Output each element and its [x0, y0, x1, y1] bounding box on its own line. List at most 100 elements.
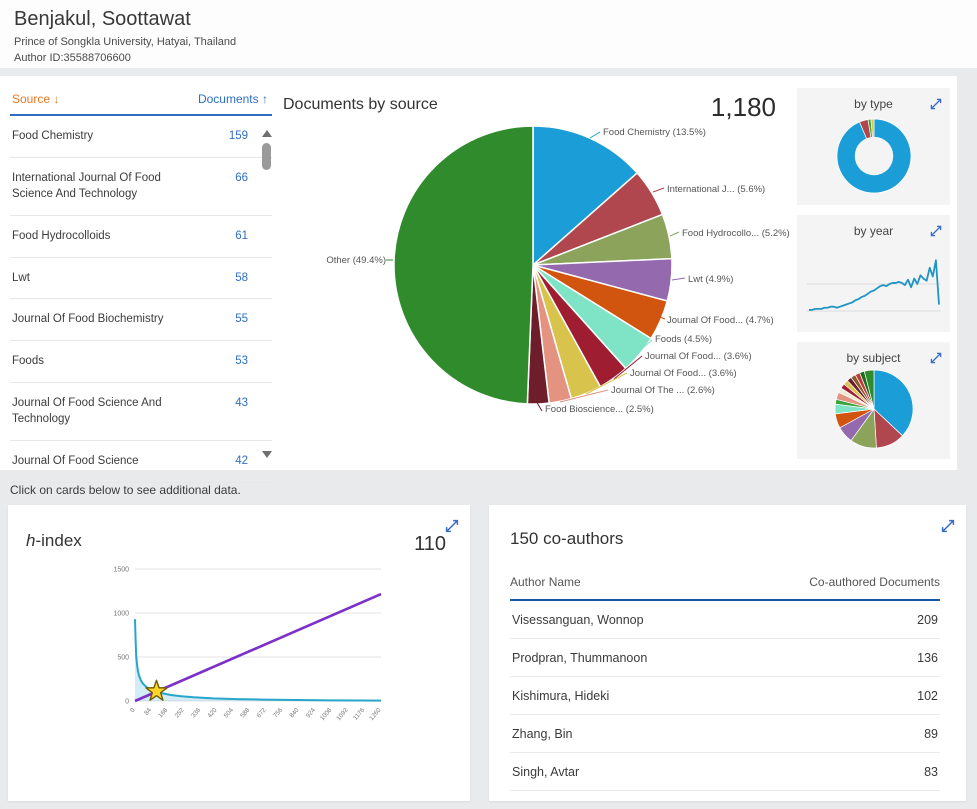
source-row: Lwt 58 [10, 258, 272, 300]
svg-text:672: 672 [256, 706, 268, 719]
column-coauthored-documents: Co-authored Documents [809, 575, 940, 589]
expand-icon[interactable] [941, 519, 955, 538]
svg-text:840: 840 [288, 706, 300, 719]
coauthor-row: Prodpran, Thummanoon 136 [510, 639, 940, 677]
by-year-title: by year [797, 215, 950, 238]
source-row: Journal Of Food Science 42 [10, 441, 272, 483]
chart-title: Documents by source [283, 96, 438, 114]
coauthors-table-header: Author Name Co-authored Documents [510, 575, 940, 601]
pie-label: Foods (4.5%) [655, 334, 712, 345]
coauthor-name: Singh, Avtar [512, 765, 579, 779]
svg-text:1176: 1176 [352, 706, 366, 721]
document-count-link[interactable]: 159 [229, 128, 248, 145]
author-header: Benjakul, Soottawat Prince of Songkla Un… [0, 0, 977, 68]
svg-text:1008: 1008 [319, 706, 334, 722]
expand-icon[interactable] [930, 97, 942, 115]
author-id: Author ID:35588706600 [14, 52, 963, 64]
svg-text:500: 500 [117, 655, 129, 662]
svg-text:0: 0 [129, 706, 137, 714]
by-year-card[interactable]: by year [797, 215, 950, 332]
source-row: Food Hydrocolloids 61 [10, 216, 272, 258]
coauthors-card[interactable]: 150 co-authors Author Name Co-authored D… [489, 505, 966, 801]
total-documents-value: 1,180 [711, 92, 776, 123]
documents-by-source-chart-area: Documents by source 1,180 Food Chemistry… [283, 90, 790, 458]
pie-label: Journal Of Food... (4.7%) [667, 315, 774, 326]
svg-text:504: 504 [223, 706, 235, 719]
svg-text:1500: 1500 [113, 567, 129, 574]
document-count-link[interactable]: 66 [235, 170, 248, 203]
source-list-scrollbar[interactable] [261, 130, 272, 458]
pie-label: Journal Of Food... (3.6%) [630, 368, 737, 379]
svg-text:84: 84 [143, 706, 153, 716]
svg-text:336: 336 [190, 706, 202, 719]
svg-text:1260: 1260 [368, 706, 383, 722]
coauthor-name: Zhang, Bin [512, 727, 572, 741]
cards-note: Click on cards below to see additional d… [10, 483, 241, 497]
source-row: Foods 53 [10, 341, 272, 383]
svg-text:1000: 1000 [113, 611, 129, 618]
coauthor-name: Visessanguan, Wonnop [512, 613, 644, 627]
column-author-name: Author Name [510, 575, 581, 589]
document-count-link[interactable]: 55 [235, 311, 248, 328]
document-count-link[interactable]: 53 [235, 353, 248, 370]
by-subject-title: by subject [797, 342, 950, 365]
svg-text:168: 168 [157, 706, 169, 719]
pie-label: International J... (5.6%) [667, 184, 765, 195]
sort-by-source-button[interactable]: Source ↓ [12, 92, 59, 106]
by-year-line-chart [807, 252, 941, 319]
coauthor-row: Zhang, Bin 89 [510, 715, 940, 753]
documents-by-source-section: Source ↓ Documents ↑ Food Chemistry 159 … [0, 76, 957, 470]
documents-by-source-pie[interactable] [393, 125, 673, 405]
document-count-link[interactable]: 42 [235, 453, 248, 470]
coauthor-row: Singh, Avtar 83 [510, 753, 940, 791]
coauthors-table: Author Name Co-authored Documents Visess… [510, 575, 940, 791]
by-subject-card[interactable]: by subject [797, 342, 950, 459]
by-type-title: by type [797, 88, 950, 111]
sort-ascending-icon: ↑ [262, 92, 268, 106]
document-count-link[interactable]: 58 [235, 270, 248, 287]
sort-descending-icon: ↓ [53, 92, 59, 106]
coauthors-title: 150 co-authors [510, 529, 623, 549]
sort-by-documents-button[interactable]: Documents ↑ [198, 92, 268, 106]
source-row: Food Chemistry 159 [10, 116, 272, 158]
coauthor-name: Kishimura, Hideki [512, 689, 609, 703]
svg-text:1092: 1092 [335, 706, 350, 722]
document-count-link[interactable]: 61 [235, 228, 248, 245]
source-row: International Journal Of Food Science An… [10, 158, 272, 216]
by-type-donut-chart [836, 118, 912, 199]
pie-label: Other (49.4%) [301, 255, 386, 266]
source-row: Journal Of Food Biochemistry 55 [10, 299, 272, 341]
author-affiliation: Prince of Songkla University, Hatyai, Th… [14, 36, 963, 48]
scroll-up-arrow-icon[interactable] [262, 130, 272, 137]
svg-text:252: 252 [174, 706, 186, 719]
by-subject-pie-chart [834, 369, 914, 454]
coauthor-doc-count: 209 [917, 613, 938, 627]
source-row: Journal Of Food Science And Technology 4… [10, 383, 272, 441]
h-index-card[interactable]: h-index 110 0 500 1000 1500 0 84 168 252 336 420 5… [8, 505, 470, 801]
coauthor-row: Kishimura, Hideki 102 [510, 677, 940, 715]
expand-icon[interactable] [930, 224, 942, 242]
coauthor-row: Visessanguan, Wonnop 209 [510, 601, 940, 639]
scrollbar-thumb[interactable] [262, 143, 271, 170]
coauthor-doc-count: 83 [924, 765, 938, 779]
coauthor-name: Prodpran, Thummanoon [512, 651, 647, 665]
coauthor-doc-count: 136 [917, 651, 938, 665]
source-list-panel: Source ↓ Documents ↑ Food Chemistry 159 … [10, 86, 272, 462]
h-index-title: h-index [26, 531, 82, 551]
expand-icon[interactable] [445, 519, 459, 538]
pie-label: Food Hydrocollo... (5.2%) [682, 228, 790, 239]
svg-text:0: 0 [125, 699, 129, 706]
pie-label: Lwt (4.9%) [688, 274, 733, 285]
page-title: Benjakul, Soottawat [14, 8, 963, 31]
pie-label: Food Chemistry (13.5%) [603, 127, 706, 138]
scroll-down-arrow-icon[interactable] [262, 451, 272, 458]
svg-text:588: 588 [239, 706, 251, 719]
expand-icon[interactable] [930, 351, 942, 369]
pie-label: Food Bioscience... (2.5%) [545, 404, 654, 415]
pie-label: Journal Of The ... (2.6%) [611, 385, 715, 396]
svg-text:756: 756 [272, 706, 284, 719]
document-count-link[interactable]: 43 [235, 395, 248, 428]
h-index-value: 110 [414, 533, 446, 556]
by-type-card[interactable]: by type [797, 88, 950, 205]
svg-text:420: 420 [206, 706, 218, 719]
